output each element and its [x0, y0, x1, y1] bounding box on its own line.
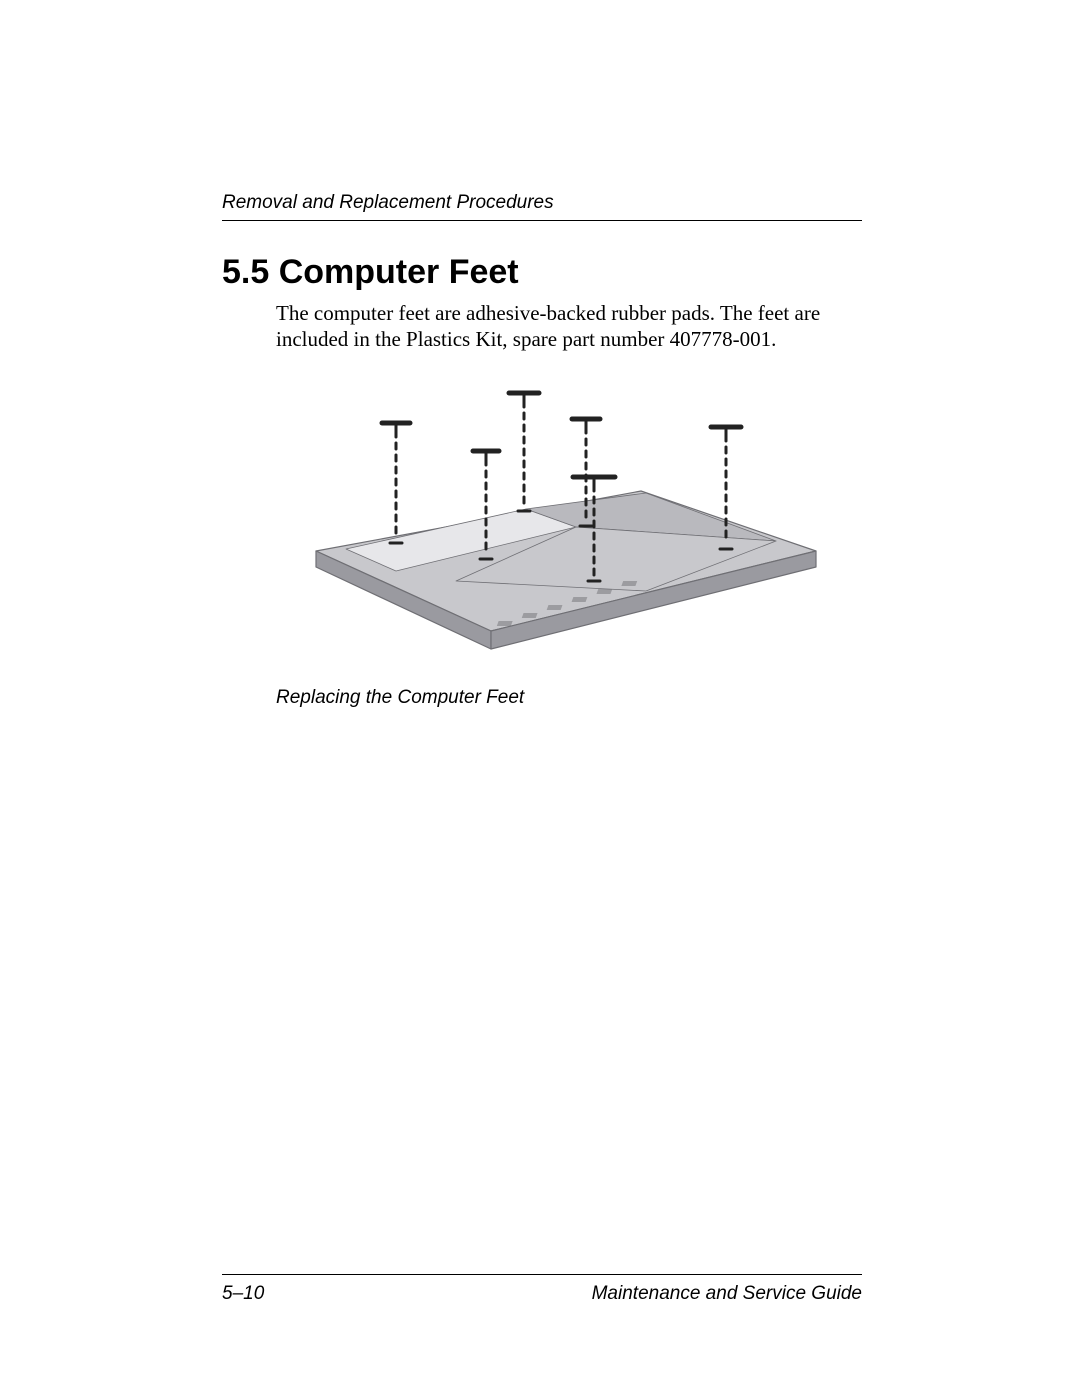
- document-page: Removal and Replacement Procedures 5.5 C…: [0, 0, 1080, 1397]
- footer-doc-title: Maintenance and Service Guide: [592, 1283, 862, 1305]
- section-title-text: Computer Feet: [279, 253, 519, 291]
- page-footer: 5–10 Maintenance and Service Guide: [222, 1274, 862, 1305]
- running-header-text: Removal and Replacement Procedures: [222, 192, 554, 213]
- running-header: Removal and Replacement Procedures: [222, 192, 862, 221]
- section-heading: 5.5 Computer Feet: [222, 253, 862, 292]
- section-number: 5.5: [222, 253, 269, 291]
- figure-diagram: [276, 381, 836, 661]
- figure-caption: Replacing the Computer Feet: [276, 687, 862, 709]
- section-body-text: The computer feet are adhesive-backed ru…: [276, 300, 862, 353]
- footer-page-number: 5–10: [222, 1283, 264, 1305]
- laptop-feet-diagram-svg: [276, 381, 836, 661]
